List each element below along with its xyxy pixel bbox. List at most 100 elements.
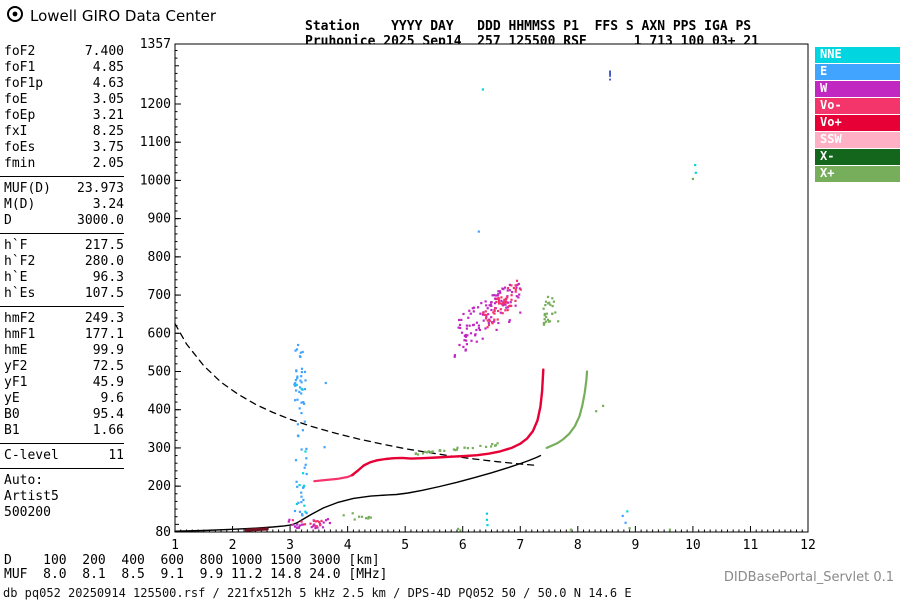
- readout-muf-d: MUF(D) 23.973: [4, 181, 124, 197]
- giro-logo-text: Lowell GIRO Data Center: [30, 7, 216, 25]
- cluster-es-blue-column-top: [294, 343, 307, 395]
- giro-logo: Lowell GIRO Data Center: [6, 5, 216, 27]
- readout-label: 500200: [4, 505, 51, 520]
- readout-value: 45.9: [92, 375, 124, 390]
- readout-h-f: h`F 217.5: [4, 238, 124, 254]
- svg-text:10: 10: [685, 538, 701, 553]
- readout-label: h`Es: [4, 286, 36, 301]
- svg-text:1357: 1357: [140, 38, 171, 52]
- readout-value: 4.63: [92, 76, 124, 91]
- readout-label: yE: [4, 391, 20, 406]
- readout-value: 4.85: [92, 60, 124, 75]
- ionogram-canvas: 1 2 3 4 5 6 7 8 9 10 11 121357120011001000900800700…: [140, 38, 816, 553]
- svg-text:80: 80: [155, 525, 171, 540]
- cluster-spread-f-pink: [482, 279, 522, 329]
- readout-fmin: fmin 2.05: [4, 156, 124, 172]
- muf-table: D 100 200 400 600 800 1000 1500 3000 [km…: [4, 554, 388, 582]
- legend-w: W: [815, 81, 900, 97]
- readout-label: hmF1: [4, 327, 36, 342]
- legend-x-plus: X+: [815, 166, 900, 182]
- svg-text:3: 3: [286, 538, 294, 553]
- svg-text:1000: 1000: [140, 173, 171, 188]
- readout-value: 3.75: [92, 140, 124, 155]
- muf-table-muf-line: MUF 8.0 8.1 8.5 9.1 9.9 11.2 14.8 24.0 […: [4, 567, 388, 582]
- svg-text:800: 800: [148, 250, 171, 265]
- readout-value: 3000.0: [77, 213, 124, 228]
- svg-text:1200: 1200: [140, 97, 171, 112]
- readout-label: hmF2: [4, 311, 36, 326]
- readout-value: 99.9: [92, 343, 124, 358]
- parameter-panel: foF2 7.400 foF1 4.85 foF1p 4.63 foE 3.05 foEp 3.2…: [0, 44, 124, 521]
- legend-nne: NNE: [815, 47, 900, 63]
- trace-density-profile: [174, 454, 542, 532]
- readout-separator: [0, 306, 124, 307]
- readout-label: B0: [4, 407, 20, 422]
- trace-x-trace: [545, 370, 589, 449]
- readout-ye: yE 9.6: [4, 391, 124, 407]
- readout-fof2: foF2 7.400: [4, 44, 124, 60]
- cluster-es-cyan-column: [295, 383, 307, 513]
- readout-500200: 500200: [4, 505, 124, 521]
- readout-fof1p: foF1p 4.63: [4, 76, 124, 92]
- readout-d: D 3000.0: [4, 213, 124, 229]
- svg-text:200: 200: [148, 479, 171, 494]
- readout-yf1: yF1 45.9: [4, 375, 124, 391]
- readout-yf2: yF2 72.5: [4, 359, 124, 375]
- speckles: [323, 88, 697, 532]
- legend-e: E: [815, 64, 900, 80]
- readout-value: 7.400: [84, 44, 124, 59]
- svg-text:900: 900: [148, 212, 171, 227]
- muf-table-d-line: D 100 200 400 600 800 1000 1500 3000 [km…: [4, 553, 380, 568]
- readout-value: 23.973: [77, 181, 124, 196]
- readout-fof1: foF1 4.85: [4, 60, 124, 76]
- readout-label: foE: [4, 92, 28, 107]
- cluster-spread-f-magenta: [453, 282, 522, 358]
- ionogram-plot: 1 2 3 4 5 6 7 8 9 10 11 12 1357 1200 1100 1000 900 800 700…: [140, 38, 830, 553]
- readout-m-d: M(D) 3.24: [4, 197, 124, 213]
- readout-fxi: fxI 8.25: [4, 124, 124, 140]
- svg-text:2: 2: [229, 538, 237, 553]
- readout-label: D: [4, 213, 12, 228]
- readout-value: 217.5: [84, 238, 124, 253]
- svg-text:4: 4: [344, 538, 352, 553]
- readout-hmf2: hmF2 249.3: [4, 311, 124, 327]
- servlet-version-label: DIDBasePortal_Servlet 0.1: [723, 570, 894, 585]
- readout-value: 8.25: [92, 124, 124, 139]
- readout-label: h`F2: [4, 254, 36, 269]
- readout-value: 2.05: [92, 156, 124, 171]
- readout-artist5: Artist5: [4, 489, 124, 505]
- readout-label: yF1: [4, 375, 28, 390]
- svg-text:6: 6: [459, 538, 467, 553]
- cluster-x-trace-dots: [414, 442, 499, 456]
- svg-text:500: 500: [148, 364, 171, 379]
- readout-value: 280.0: [84, 254, 124, 269]
- svg-text:7: 7: [516, 538, 524, 553]
- readout-hme: hmE 99.9: [4, 343, 124, 359]
- cluster-es-pink-bottom2: [291, 519, 323, 528]
- readout-label: hmE: [4, 343, 28, 358]
- readout-h-e: h`E 96.3: [4, 270, 124, 286]
- readout-label: yF2: [4, 359, 28, 374]
- status-bar: db pq052 20250914 125500.rsf / 221fx512h…: [3, 586, 632, 600]
- svg-text:300: 300: [148, 441, 171, 456]
- readout-separator: [0, 233, 124, 234]
- readout-value: 11: [108, 448, 124, 463]
- station-header-line1: Station YYYY DAY DDD HHMMSS P1 FFS S AXN…: [305, 19, 752, 34]
- readout-label: foEs: [4, 140, 36, 155]
- readout-value: 249.3: [84, 311, 124, 326]
- readout-value: 9.6: [100, 391, 124, 406]
- svg-text:600: 600: [148, 326, 171, 341]
- readout-label: fxI: [4, 124, 28, 139]
- svg-text:11: 11: [743, 538, 759, 553]
- readout-separator: [0, 176, 124, 177]
- readout-c-level: C-level 11: [4, 448, 124, 464]
- readout-value: 96.3: [92, 270, 124, 285]
- readout-label: M(D): [4, 197, 36, 212]
- readout-label: Auto:: [4, 473, 44, 488]
- svg-text:12: 12: [800, 538, 816, 553]
- legend-x-minus: X-: [815, 149, 900, 165]
- svg-text:9: 9: [631, 538, 639, 553]
- readout-auto: Auto:: [4, 473, 124, 489]
- readout-value: 107.5: [84, 286, 124, 301]
- readout-label: fmin: [4, 156, 36, 171]
